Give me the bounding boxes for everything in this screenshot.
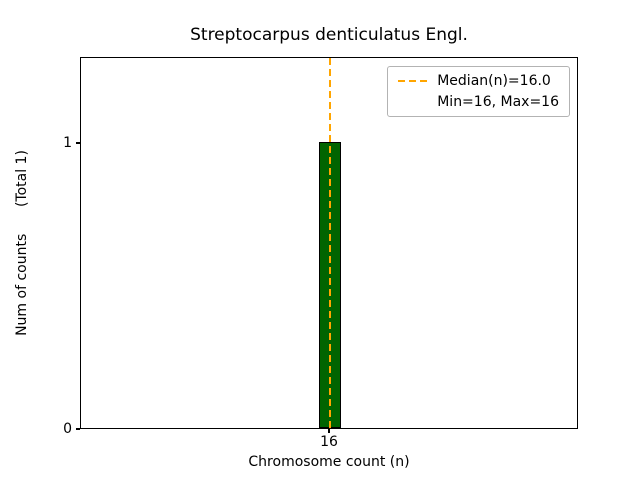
median-line [329,58,331,428]
legend-entry-minmax: Min=16, Max=16 [398,94,559,110]
plot-area: Median(n)=16.0 Min=16, Max=16 [80,57,578,429]
y-tick-label-1: 1 [63,134,72,151]
y-tick-mark-0 [76,428,80,430]
legend-label-minmax: Min=16, Max=16 [437,94,559,110]
legend: Median(n)=16.0 Min=16, Max=16 [387,66,570,117]
y-tick-mark-1 [76,141,80,144]
x-axis-label: Chromosome count (n) [248,454,410,470]
x-tick-label-16: 16 [320,434,338,450]
x-tick-mark-16 [328,429,330,433]
y-axis-label: Num of counts (Total 1) [14,150,30,336]
median-dashed-line-sample [398,80,429,82]
legend-label-median: Median(n)=16.0 [437,73,551,89]
y-tick-label-0: 0 [63,421,72,437]
chart-title: Streptocarpus denticulatus Engl. [190,25,468,45]
legend-entry-median: Median(n)=16.0 [398,73,559,89]
